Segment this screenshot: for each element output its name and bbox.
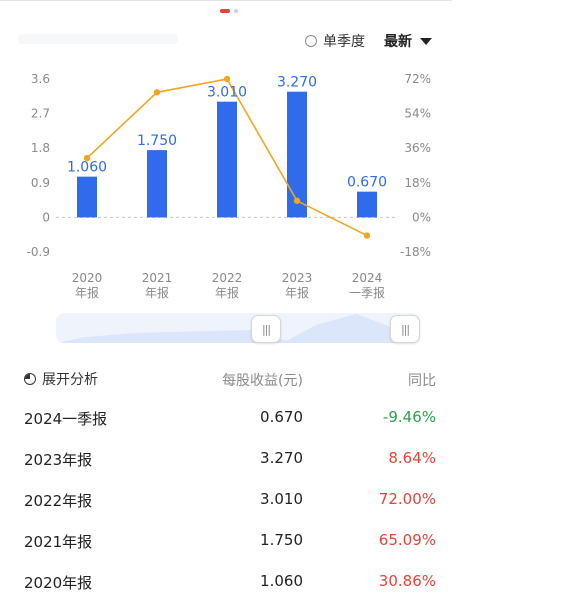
- row-eps: 3.010: [260, 490, 303, 508]
- row-eps: 1.060: [260, 572, 303, 590]
- x-tick-label-year: 2024: [352, 271, 383, 285]
- row-period: 2024一季报: [24, 410, 108, 428]
- y-left-tick-label: -0.9: [27, 245, 50, 259]
- row-eps: 1.750: [260, 531, 303, 549]
- x-tick-label-year: 2020: [72, 271, 103, 285]
- single-quarter-label: 单季度: [323, 34, 365, 50]
- bar: [357, 191, 377, 218]
- row-period: 2023年报: [24, 451, 93, 469]
- latest-label: 最新: [384, 34, 412, 50]
- y-left-tick-label: 0: [42, 210, 50, 224]
- x-tick-label-year: 2023: [282, 271, 313, 285]
- y-right-tick-label: 72%: [404, 72, 431, 86]
- yoy-point: [153, 89, 161, 96]
- row-yoy: -9.46%: [382, 408, 436, 426]
- y-right-tick-label: 54%: [404, 107, 431, 121]
- x-tick-label-period: 年报: [75, 285, 99, 300]
- bar: [77, 176, 97, 218]
- page-dot-active: [220, 9, 230, 13]
- x-tick-label-year: 2021: [142, 271, 173, 285]
- row-eps: 0.670: [260, 408, 303, 426]
- x-tick-label-period: 年报: [145, 285, 169, 300]
- caret-down-icon: [420, 37, 432, 45]
- row-eps: 3.270: [260, 449, 303, 467]
- column-header-yoy: 同比: [408, 373, 436, 389]
- obscured-title-bar: [18, 34, 178, 44]
- bar: [287, 91, 307, 218]
- row-yoy: 72.00%: [378, 490, 436, 508]
- page-dot: [234, 9, 238, 13]
- row-period: 2022年报: [24, 492, 93, 510]
- yoy-point: [83, 154, 91, 162]
- slider-handle-right[interactable]: |||: [390, 315, 420, 343]
- single-quarter-toggle[interactable]: 单季度: [305, 31, 365, 51]
- table-row[interactable]: 2024一季报 0.670 -9.46%: [0, 397, 576, 437]
- x-tick-label-period: 年报: [285, 285, 309, 300]
- y-left-tick-label: 0.9: [31, 176, 50, 190]
- row-period: 2020年报: [24, 574, 93, 592]
- bar-data-label: 3.270: [277, 75, 317, 91]
- y-right-tick-label: 0%: [412, 210, 431, 224]
- expand-analysis-label: 展开分析: [42, 372, 98, 388]
- yoy-point: [223, 75, 231, 83]
- top-divider: [0, 0, 452, 1]
- range-slider-track[interactable]: [56, 313, 420, 343]
- table-row[interactable]: 2021年报 1.750 65.09%: [0, 520, 576, 560]
- x-tick-label-period: 年报: [215, 285, 239, 300]
- eps-chart: 3.6 2.7 1.8 0.9 0 -0.9 72% 54% 36% 18% 0% -18% 1.060…: [27, 72, 431, 300]
- yoy-point: [363, 232, 371, 239]
- bar-data-label: 1.060: [67, 160, 107, 176]
- slider-handle-left[interactable]: |||: [251, 315, 281, 343]
- x-tick-label-period: 一季报: [349, 285, 385, 300]
- bar-data-label: 3.010: [207, 85, 247, 101]
- table-header: 展开分析 每股收益(元) 同比: [0, 357, 576, 397]
- slider-preview-area: [56, 314, 420, 343]
- y-right-tick-label: 18%: [404, 176, 431, 190]
- y-right-tick-label: -18%: [400, 245, 431, 259]
- pie-chart-icon: [24, 373, 36, 385]
- bar: [217, 101, 237, 218]
- y-left-tick-label: 3.6: [31, 72, 50, 86]
- row-yoy: 30.86%: [378, 572, 436, 590]
- bar-data-label: 1.750: [137, 133, 177, 149]
- x-tick-label-year: 2022: [212, 271, 243, 285]
- bar-data-label: 0.670: [347, 175, 387, 191]
- y-right-tick-label: 36%: [404, 141, 431, 155]
- column-header-eps: 每股收益(元): [222, 373, 303, 389]
- y-left-tick-label: 1.8: [31, 141, 50, 155]
- row-period: 2021年报: [24, 533, 93, 551]
- yoy-point: [293, 197, 301, 204]
- bar: [147, 150, 167, 218]
- latest-dropdown[interactable]: 最新: [384, 31, 432, 51]
- y-left-tick-label: 2.7: [31, 107, 50, 121]
- row-yoy: 8.64%: [388, 449, 436, 467]
- radio-icon: [305, 35, 317, 47]
- table-row[interactable]: 2020年报 1.060 30.86%: [0, 561, 576, 601]
- table-row[interactable]: 2023年报 3.270 8.64%: [0, 438, 576, 478]
- page-indicator: [220, 9, 238, 13]
- table-row[interactable]: 2022年报 3.010 72.00%: [0, 479, 576, 519]
- expand-analysis-button[interactable]: 展开分析: [24, 369, 98, 389]
- row-yoy: 65.09%: [378, 531, 436, 549]
